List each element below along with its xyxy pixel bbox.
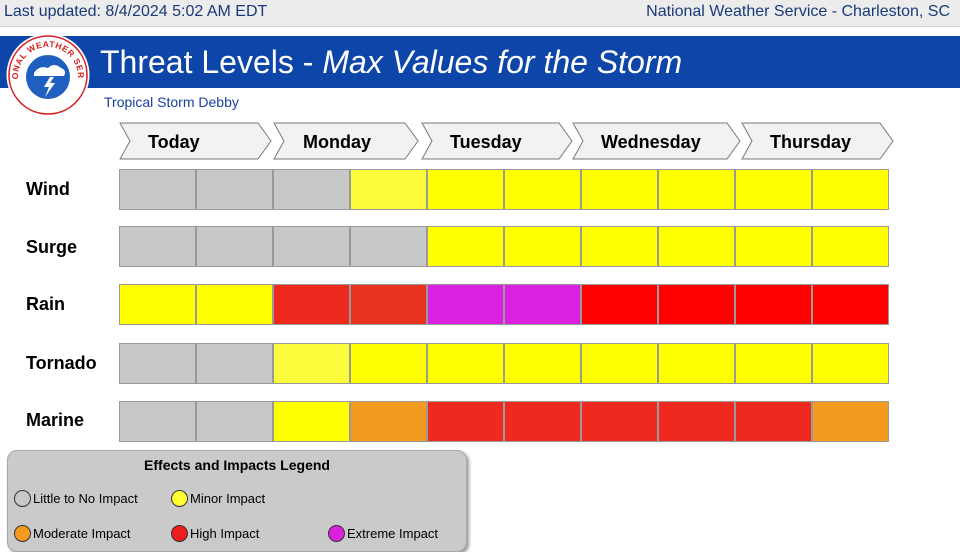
threat-cell-wind-9 [735, 169, 812, 210]
legend-label-little: Little to No Impact [33, 491, 138, 506]
threat-cell-surge-9 [735, 226, 812, 267]
threat-cell-surge-7 [581, 226, 658, 267]
office-name-text: National Weather Service - Charleston, S… [646, 3, 950, 20]
page-title: Threat Levels - Max Values for the Storm [100, 44, 682, 81]
threat-cell-tornado-5 [427, 343, 504, 384]
threat-cell-rain-1 [119, 284, 196, 325]
legend-item-high: High Impact [171, 525, 260, 543]
legend-item-moderate: Moderate Impact [14, 525, 131, 543]
threat-cell-surge-3 [273, 226, 350, 267]
day-header-tuesday: Tuesday [420, 122, 574, 160]
threat-cell-tornado-1 [119, 343, 196, 384]
nws-logo-icon: NATIONAL WEATHER SERVICE [6, 33, 90, 117]
title-italic: Max Values for the Storm [322, 44, 683, 80]
day-label-today: Today [148, 132, 200, 152]
day-label-tuesday: Tuesday [450, 132, 522, 152]
threat-cell-wind-10 [812, 169, 889, 210]
threat-cell-rain-5 [427, 284, 504, 325]
impact-legend: Effects and Impacts Legend Little to No … [7, 450, 467, 552]
storm-name: Tropical Storm Debby [104, 94, 239, 110]
threat-cell-rain-2 [196, 284, 273, 325]
legend-swatch-extreme [328, 525, 345, 543]
threat-cell-wind-8 [658, 169, 735, 210]
threat-label-wind: Wind [26, 179, 70, 199]
threat-cell-rain-3 [273, 284, 350, 325]
threat-cell-tornado-8 [658, 343, 735, 384]
threat-cell-rain-4 [350, 284, 427, 325]
threat-cell-marine-3 [273, 401, 350, 442]
threat-cell-surge-2 [196, 226, 273, 267]
day-header-monday: Monday [272, 122, 420, 160]
day-header-thursday: Thursday [740, 122, 895, 160]
legend-label-high: High Impact [190, 526, 260, 541]
legend-label-extreme: Extreme Impact [347, 526, 439, 541]
threat-cell-marine-1 [119, 401, 196, 442]
legend-item-minor: Minor Impact [171, 490, 266, 508]
threat-cell-marine-9 [735, 401, 812, 442]
legend-label-minor: Minor Impact [190, 491, 266, 506]
threat-cell-tornado-10 [812, 343, 889, 384]
threat-cell-rain-10 [812, 284, 889, 325]
threat-cell-wind-4 [350, 169, 427, 210]
legend-label-moderate: Moderate Impact [33, 526, 131, 541]
day-label-monday: Monday [303, 132, 372, 152]
threat-cell-tornado-6 [504, 343, 581, 384]
day-label-thursday: Thursday [770, 132, 852, 152]
threat-label-tornado: Tornado [26, 353, 97, 373]
threat-cell-tornado-3 [273, 343, 350, 384]
threat-label-surge: Surge [26, 237, 78, 257]
threat-cell-rain-7 [581, 284, 658, 325]
threat-cell-surge-6 [504, 226, 581, 267]
threat-cell-wind-7 [581, 169, 658, 210]
legend-swatch-moderate [14, 525, 31, 543]
threat-cell-surge-5 [427, 226, 504, 267]
threat-cell-surge-1 [119, 226, 196, 267]
threat-cell-surge-4 [350, 226, 427, 267]
title-plain: Threat Levels - [100, 44, 323, 80]
threat-cell-surge-10 [812, 226, 889, 267]
threat-cell-rain-6 [504, 284, 581, 325]
day-label-wednesday: Wednesday [601, 132, 701, 152]
threat-cell-marine-6 [504, 401, 581, 442]
threat-cell-rain-8 [658, 284, 735, 325]
day-header-wednesday: Wednesday [571, 122, 742, 160]
threat-cell-tornado-2 [196, 343, 273, 384]
last-updated-text: Last updated: 8/4/2024 5:02 AM EDT [4, 3, 268, 20]
threat-cell-marine-7 [581, 401, 658, 442]
day-header-today: Today [118, 122, 273, 160]
legend-swatch-little [14, 490, 31, 508]
threat-cell-marine-5 [427, 401, 504, 442]
threat-cell-rain-9 [735, 284, 812, 325]
threat-cell-wind-1 [119, 169, 196, 210]
threat-cell-marine-4 [350, 401, 427, 442]
threat-cell-tornado-4 [350, 343, 427, 384]
threat-cell-marine-10 [812, 401, 889, 442]
threat-cell-tornado-7 [581, 343, 658, 384]
threat-cell-wind-6 [504, 169, 581, 210]
legend-swatch-minor [171, 490, 188, 508]
title-banner [0, 36, 960, 88]
legend-swatch-high [171, 525, 188, 543]
top-info-bar: Last updated: 8/4/2024 5:02 AM EDT Natio… [0, 0, 960, 27]
threat-label-marine: Marine [26, 410, 85, 430]
legend-title: Effects and Impacts Legend [144, 457, 330, 473]
threat-cell-surge-8 [658, 226, 735, 267]
legend-item-little: Little to No Impact [14, 490, 138, 508]
threat-cell-marine-8 [658, 401, 735, 442]
threat-cell-wind-2 [196, 169, 273, 210]
threat-cell-tornado-9 [735, 343, 812, 384]
threat-cell-wind-3 [273, 169, 350, 210]
threat-cell-marine-2 [196, 401, 273, 442]
threat-cell-wind-5 [427, 169, 504, 210]
threat-label-rain: Rain [26, 294, 66, 314]
legend-item-extreme: Extreme Impact [328, 525, 439, 543]
